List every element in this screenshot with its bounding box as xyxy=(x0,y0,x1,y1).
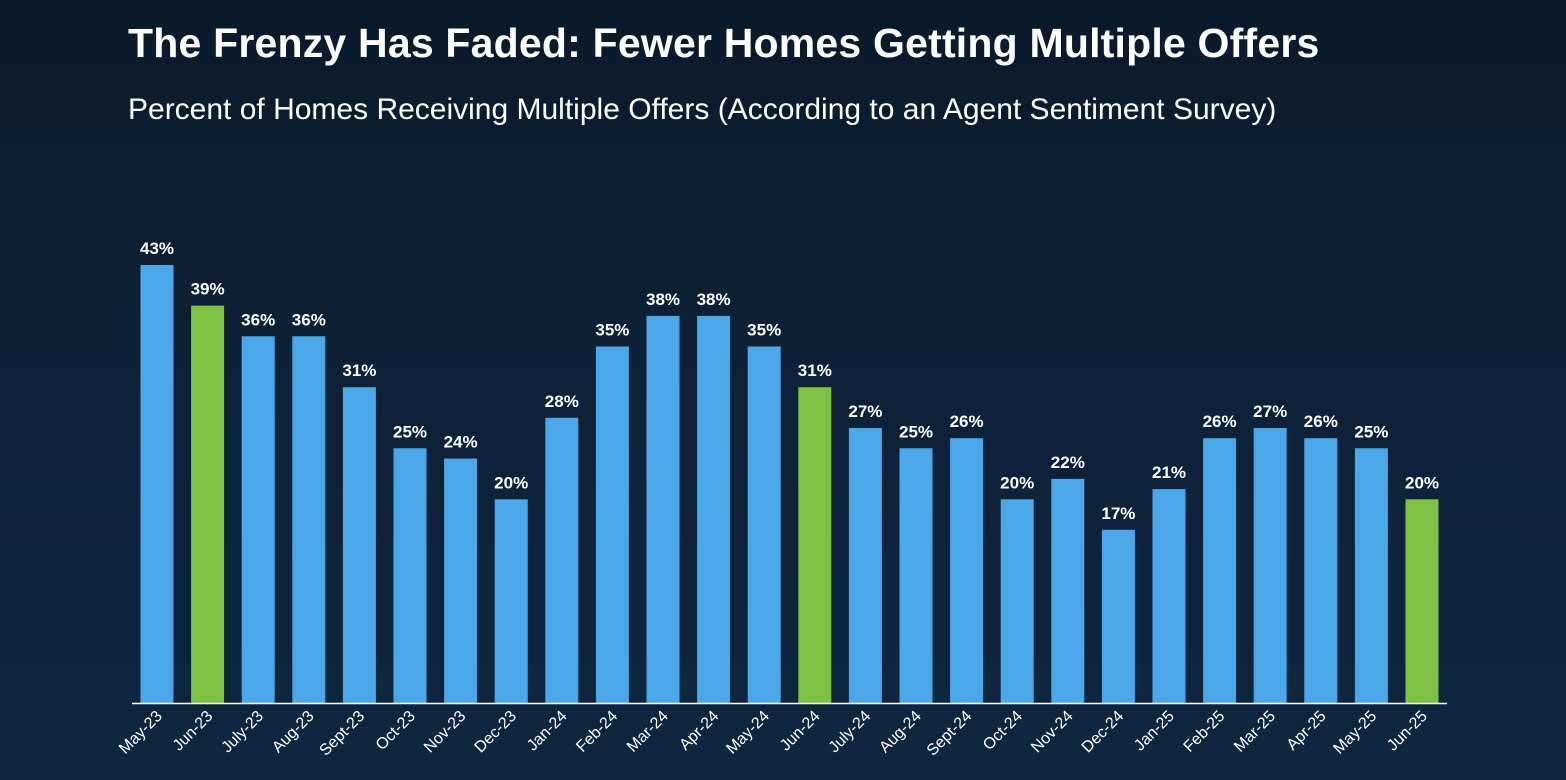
data-label-oct-23: 25% xyxy=(393,422,427,441)
chart-title: The Frenzy Has Faded: Fewer Homes Gettin… xyxy=(128,20,1320,66)
x-tick-label-jan-24: Jan-24 xyxy=(524,708,571,755)
data-label-jun-25: 20% xyxy=(1405,473,1439,492)
bar-dec-24 xyxy=(1101,529,1135,703)
data-label-jun-23: 39% xyxy=(191,280,225,299)
x-tick-label-mar-24: Mar-24 xyxy=(624,708,672,756)
bar-oct-24 xyxy=(1000,499,1034,703)
x-tick-label-jun-25: Jun-25 xyxy=(1384,708,1431,755)
data-label-apr-25: 26% xyxy=(1304,412,1338,431)
data-label-nov-24: 22% xyxy=(1051,453,1085,472)
data-label-feb-25: 26% xyxy=(1203,412,1237,431)
bar-july-24 xyxy=(848,428,882,703)
bar-may-25 xyxy=(1354,448,1388,703)
chart-subtitle: Percent of Homes Receiving Multiple Offe… xyxy=(128,93,1277,126)
x-tick-label-jun-23: Jun-23 xyxy=(170,708,217,755)
x-tick-label-sept-24: Sept-24 xyxy=(924,708,976,760)
bar-sept-23 xyxy=(342,387,376,703)
x-tick-label-oct-23: Oct-23 xyxy=(373,708,419,754)
x-tick-label-jun-24: Jun-24 xyxy=(777,708,824,755)
data-label-july-23: 36% xyxy=(241,310,275,329)
bar-aug-24 xyxy=(899,448,933,703)
x-tick-label-dec-23: Dec-23 xyxy=(472,708,521,757)
data-label-may-23: 43% xyxy=(140,239,174,258)
bar-oct-23 xyxy=(393,448,427,703)
bar-dec-23 xyxy=(494,499,528,703)
bar-july-23 xyxy=(241,336,275,703)
x-tick-label-dec-24: Dec-24 xyxy=(1079,708,1128,757)
data-label-july-24: 27% xyxy=(848,402,882,421)
data-label-jan-24: 28% xyxy=(545,392,579,411)
bar-jun-25 xyxy=(1405,499,1439,703)
bar-aug-23 xyxy=(292,336,326,703)
bar-jan-25 xyxy=(1152,489,1186,703)
bar-mar-25 xyxy=(1253,428,1287,703)
x-tick-label-oct-24: Oct-24 xyxy=(980,708,1026,754)
data-label-apr-24: 38% xyxy=(697,290,731,309)
x-tick-label-apr-25: Apr-25 xyxy=(1284,708,1330,754)
x-tick-label-jan-25: Jan-25 xyxy=(1131,708,1178,755)
data-label-nov-23: 24% xyxy=(444,433,478,452)
bar-jun-23 xyxy=(191,305,225,703)
data-label-oct-24: 20% xyxy=(1000,473,1034,492)
x-tick-label-may-24: May-24 xyxy=(723,708,773,758)
bar-apr-25 xyxy=(1304,438,1338,703)
x-tick-label-nov-24: Nov-24 xyxy=(1028,708,1077,757)
x-tick-label-feb-25: Feb-25 xyxy=(1181,708,1229,756)
x-tick-label-aug-24: Aug-24 xyxy=(876,708,925,757)
x-tick-label-july-23: July-23 xyxy=(219,708,268,757)
x-tick-label-aug-23: Aug-23 xyxy=(269,708,318,757)
bar-nov-23 xyxy=(444,458,478,703)
bar-nov-24 xyxy=(1051,478,1085,703)
data-label-sept-24: 26% xyxy=(950,412,984,431)
data-label-may-24: 35% xyxy=(747,321,781,340)
data-label-aug-24: 25% xyxy=(899,422,933,441)
data-label-sept-23: 31% xyxy=(342,361,376,380)
data-label-aug-23: 36% xyxy=(292,310,326,329)
bar-may-23 xyxy=(140,265,174,703)
x-tick-label-may-25: May-25 xyxy=(1330,708,1380,758)
data-label-jan-25: 21% xyxy=(1152,463,1186,482)
bar-feb-24 xyxy=(595,346,629,703)
x-tick-label-apr-24: Apr-24 xyxy=(676,708,722,754)
bar-jan-24 xyxy=(545,417,579,703)
x-tick-label-july-24: July-24 xyxy=(826,708,875,757)
x-tick-label-feb-24: Feb-24 xyxy=(573,708,621,756)
bar-may-24 xyxy=(747,346,781,703)
bar-feb-25 xyxy=(1203,438,1237,703)
data-label-may-25: 25% xyxy=(1354,422,1388,441)
x-tick-label-mar-25: Mar-25 xyxy=(1231,708,1279,756)
bar-sept-24 xyxy=(950,438,984,703)
data-label-dec-23: 20% xyxy=(494,473,528,492)
data-label-mar-24: 38% xyxy=(646,290,680,309)
data-label-jun-24: 31% xyxy=(798,361,832,380)
x-tick-label-nov-23: Nov-23 xyxy=(421,708,470,757)
data-label-mar-25: 27% xyxy=(1253,402,1287,421)
bar-mar-24 xyxy=(646,315,680,703)
data-label-feb-24: 35% xyxy=(595,321,629,340)
data-label-dec-24: 17% xyxy=(1101,504,1135,523)
bar-apr-24 xyxy=(697,315,731,703)
bar-jun-24 xyxy=(798,387,832,703)
x-tick-label-sept-23: Sept-23 xyxy=(317,708,369,760)
x-tick-label-may-23: May-23 xyxy=(116,708,166,758)
